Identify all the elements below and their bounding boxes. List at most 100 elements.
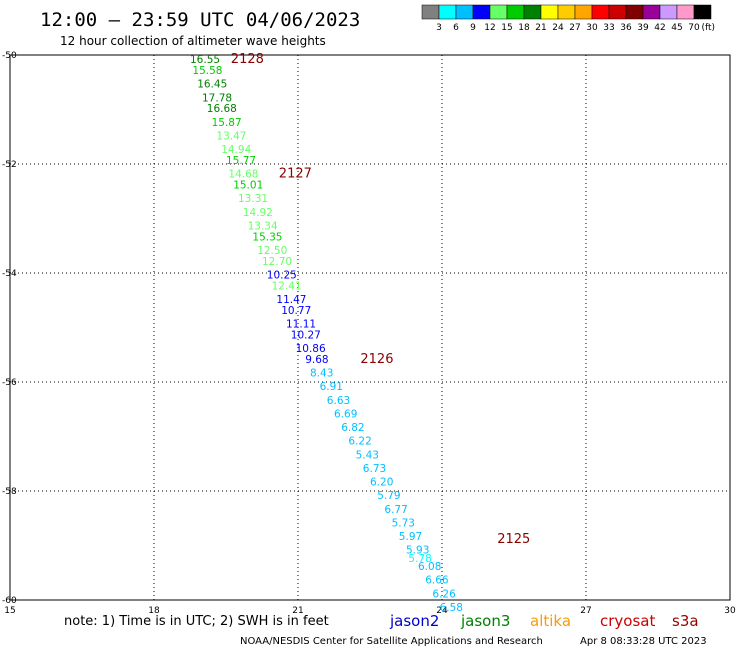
scale-swatch: [676, 4, 695, 20]
wave-height-value: 16.68: [207, 103, 237, 115]
lat-tick-label: -52: [2, 160, 17, 170]
wave-height-value: 12.70: [262, 256, 292, 268]
timestamp-text: Apr 8 08:33:28 UTC 2023: [580, 636, 707, 647]
wave-height-value: 6.82: [341, 422, 364, 434]
satellite-legend-item: s3a: [672, 612, 699, 630]
wave-height-value: 6.63: [327, 395, 350, 407]
lon-tick-label: 24: [436, 606, 448, 616]
wave-height-value: 6.66: [425, 575, 449, 587]
lat-tick-label: -60: [2, 596, 17, 606]
wave-height-value: 10.27: [291, 329, 321, 341]
wave-height-value: 6.69: [334, 408, 357, 420]
lat-tick-label: -58: [2, 487, 17, 497]
wave-height-value: 6.77: [384, 504, 407, 516]
lon-tick-label: 21: [292, 606, 303, 616]
scale-label: 39: [637, 23, 649, 33]
satellite-legend-item: cryosat: [600, 612, 655, 630]
scale-label: 18: [518, 23, 530, 33]
wave-height-value: 5.73: [392, 517, 415, 529]
lat-tick-label: -50: [2, 51, 17, 61]
wave-height-value: 5.93: [406, 545, 429, 557]
scale-swatch: [523, 4, 542, 20]
satellite-legend-item: jason3: [460, 612, 510, 630]
wave-height-value: 6.73: [363, 463, 386, 475]
wave-height-value: 14.92: [243, 207, 273, 219]
lon-tick-label: 27: [580, 606, 591, 616]
wave-height-value: 13.34: [248, 220, 278, 232]
units-note: note: 1) Time is in UTC; 2) SWH is in fe…: [64, 614, 329, 629]
pass-labels: 2128 2127 2126 2125: [231, 52, 530, 547]
wave-height-value: 14.68: [228, 169, 258, 181]
wave-height-value: 16.45: [197, 79, 227, 91]
wave-height-value: 13.31: [238, 193, 268, 205]
wave-height-value: 11.47: [276, 294, 306, 306]
color-scale-legend: 3 6 9 12 15 18 21 24 27 30 33 36 39 42 45 70 (ft): [421, 4, 715, 33]
wave-height-value: 17.78: [202, 92, 232, 104]
wave-height-value: 5.43: [356, 449, 379, 461]
wave-height-value: 6.91: [320, 381, 343, 393]
satellite-legend-item: jason2: [389, 612, 439, 630]
scale-swatch: [489, 4, 508, 20]
scale-swatch: [608, 4, 627, 20]
satellite-legend-item: altika: [530, 612, 571, 630]
wave-height-value: 5.78: [408, 553, 431, 565]
wave-height-value: 15.77: [226, 155, 256, 167]
scale-swatch: [455, 4, 474, 20]
scale-swatch: [591, 4, 610, 20]
wave-height-value: 16.55: [190, 54, 220, 66]
wave-height-value: 6.20: [370, 477, 393, 489]
wave-height-value: 10.86: [296, 343, 326, 355]
map-title: 12:00 – 23:59 UTC 04/06/2023: [40, 9, 360, 31]
scale-swatch: [540, 4, 559, 20]
satellite-legend: jason2 jason3 altika cryosat s3a: [389, 612, 699, 630]
wave-height-value: 15.87: [212, 117, 242, 129]
wave-height-value: 15.01: [233, 180, 263, 192]
lon-tick-label: 18: [148, 606, 160, 616]
lon-tick-label: 30: [724, 606, 736, 616]
wave-height-value: 15.58: [192, 65, 222, 77]
scale-swatch: [659, 4, 678, 20]
wave-height-value: 13.47: [216, 130, 246, 142]
wave-height-value: 5.97: [399, 531, 422, 543]
scale-swatch: [472, 4, 491, 20]
wave-height-value: 10.25: [267, 269, 297, 281]
wave-height-value: 6.22: [348, 436, 371, 448]
wave-height-value: 10.77: [281, 305, 311, 317]
map-subtitle: 12 hour collection of altimeter wave hei…: [60, 34, 326, 48]
scale-label: 33: [603, 23, 614, 33]
pass-number-label: 2125: [497, 532, 530, 547]
credit-text: NOAA/NESDIS Center for Satellite Applica…: [240, 636, 543, 647]
pass-number-label: 2127: [279, 167, 312, 182]
scale-label: 21: [535, 23, 546, 33]
scale-swatch: [557, 4, 576, 20]
wave-height-value: 8.43: [310, 368, 333, 380]
scale-label: 15: [501, 23, 512, 33]
lat-tick-label: -56: [2, 378, 17, 388]
scale-swatch: [506, 4, 525, 20]
scale-label: 45: [671, 23, 682, 33]
scale-label: 27: [569, 23, 580, 33]
wave-height-value: 6.58: [440, 602, 463, 614]
axis-ticks: 15 18 21 24 27 30 -50 -52 -54 -56 -58 -60: [2, 51, 736, 616]
pass-number-label: 2128: [231, 52, 264, 67]
pass-number-label: 2126: [360, 352, 393, 367]
scale-label: 12: [484, 23, 495, 33]
wave-height-value: 12.41: [272, 280, 302, 292]
wave-height-value: 15.35: [252, 231, 282, 243]
scale-unit: (ft): [701, 23, 715, 33]
scale-swatch: [693, 4, 712, 20]
map-frame: [9, 54, 731, 601]
wave-height-value: 6.26: [432, 588, 456, 600]
scale-swatch: [642, 4, 661, 20]
scale-label: 30: [586, 23, 598, 33]
scale-swatch: [574, 4, 593, 20]
wave-height-value: 5.79: [377, 490, 400, 502]
graticule-grid: [10, 55, 730, 600]
wave-height-value: 12.50: [257, 245, 287, 257]
wave-height-value: 6.08: [418, 561, 441, 573]
scale-swatch: [625, 4, 644, 20]
wave-height-value: 11.11: [286, 319, 316, 331]
scale-label: 36: [620, 23, 632, 33]
scale-label: 42: [654, 23, 665, 33]
